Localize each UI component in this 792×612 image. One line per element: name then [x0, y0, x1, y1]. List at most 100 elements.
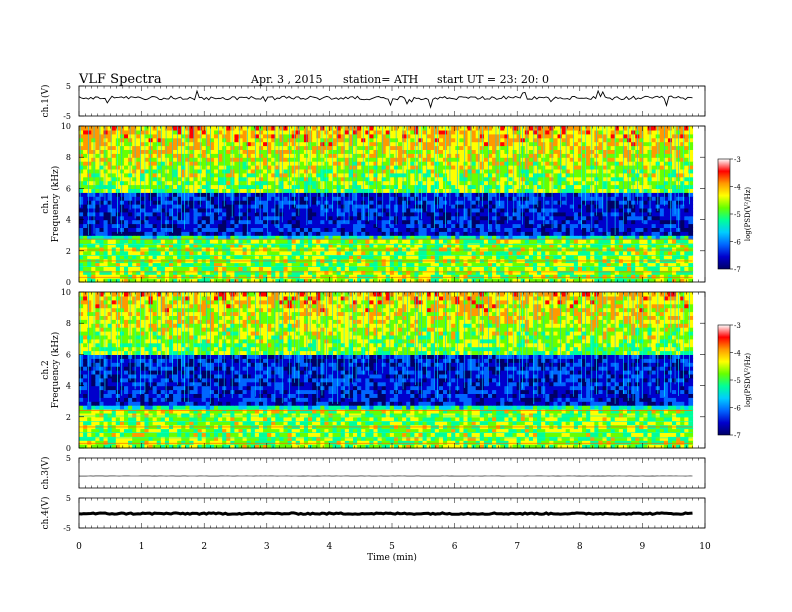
spectrogram-cell: [418, 188, 424, 193]
spectrogram-cell: [271, 188, 276, 193]
spectrogram-cell: [418, 204, 424, 209]
spectrogram-cell: [557, 188, 563, 193]
spectrogram-cell: [385, 207, 391, 213]
spectrogram-cell: [181, 278, 186, 283]
spectrogram-cell: [471, 266, 477, 271]
spectrogram-cell: [213, 172, 219, 178]
spectrogram-cell: [344, 176, 350, 182]
spectrogram-cell: [606, 231, 612, 236]
spectrogram-cell: [422, 266, 428, 271]
spectrogram-cell: [185, 219, 191, 225]
spectrogram-cell: [639, 239, 644, 244]
spectrogram-cell: [504, 254, 510, 260]
spectrogram-cell: [381, 262, 387, 267]
spectrogram-cell: [414, 231, 420, 236]
spectrogram-cell: [586, 239, 591, 244]
spectrogram-cell: [340, 239, 346, 244]
spectrogram-cell: [103, 270, 109, 275]
spectrogram-cell: [205, 215, 211, 221]
spectrogram-cell: [205, 204, 211, 209]
spectrogram-cell: [91, 227, 96, 232]
spectrogram-cell: [83, 188, 88, 193]
spectrogram-cell: [369, 219, 375, 225]
spectrogram-cell: [467, 168, 473, 174]
spectrogram-cell: [434, 204, 440, 209]
spectrogram-cell: [430, 231, 436, 236]
spectrogram-cell: [504, 207, 510, 213]
spectrogram-cell: [144, 215, 150, 221]
spectrogram-cell: [381, 254, 387, 260]
spectrogram-cell: [177, 188, 182, 193]
spectrogram-cell: [414, 176, 420, 182]
spectrogram-cell: [308, 235, 313, 240]
spectrogram-cell: [532, 165, 538, 170]
spectrogram-cell: [119, 188, 125, 193]
spectrogram-cell: [602, 243, 608, 248]
spectrogram-cell: [189, 223, 195, 228]
spectrogram-cell: [528, 188, 534, 193]
spectrogram-cell: [173, 192, 178, 197]
spectrogram-cell: [230, 157, 236, 162]
spectrogram-cell: [148, 184, 154, 189]
spectrogram-cell: [144, 270, 150, 275]
spectrogram-cell: [193, 235, 199, 240]
spectrogram-cell: [573, 211, 579, 217]
spectrogram-cell: [357, 165, 362, 170]
spectrogram-cell: [586, 176, 591, 182]
spectrogram-cell: [369, 211, 375, 217]
spectrogram-cell: [312, 161, 317, 166]
spectrogram-cell: [320, 243, 325, 248]
spectrogram-cell: [385, 168, 391, 174]
spectrogram-cell: [160, 254, 166, 260]
spectrogram-cell: [87, 168, 92, 174]
spectrogram-cell: [189, 161, 195, 166]
spectrogram-cell: [267, 219, 272, 225]
spectrogram-cell: [398, 165, 403, 170]
spectrogram-cell: [565, 254, 571, 260]
spectrogram-cell: [115, 219, 121, 225]
spectrogram-cell: [369, 165, 375, 170]
spectrogram-cell: [573, 278, 579, 283]
spectrogram-cell: [291, 250, 297, 256]
spectrogram-cell: [136, 161, 141, 166]
spectrogram-cell: [443, 274, 448, 279]
spectrogram-cell: [312, 239, 317, 244]
spectrogram-cell: [254, 246, 260, 252]
spectrogram-cell: [348, 243, 354, 248]
spectrogram-cell: [99, 262, 105, 267]
spectrogram-cell: [410, 227, 415, 232]
spectrogram-cell: [430, 157, 436, 162]
spectrogram-cell: [152, 227, 158, 232]
spectrogram-cell: [635, 278, 640, 283]
spectrogram-cell: [197, 215, 203, 221]
spectrogram-cell: [606, 243, 612, 248]
spectrogram-cell: [385, 192, 391, 197]
spectrogram-cell: [381, 227, 387, 232]
spectrogram-cell: [275, 262, 280, 267]
spectrogram-cell: [528, 270, 534, 275]
spectrogram-cell: [389, 235, 395, 240]
spectrogram-cell: [230, 207, 236, 213]
spectrogram-cell: [164, 278, 170, 283]
spectrogram-cell: [287, 262, 293, 267]
spectrogram-cell: [557, 266, 563, 271]
spectrogram-cell: [115, 207, 121, 213]
spectrogram-cell: [123, 211, 129, 217]
spectrogram-cell: [254, 235, 260, 240]
spectrogram-cell: [537, 215, 542, 221]
spectrogram-cell: [234, 161, 240, 166]
spectrogram-cell: [246, 278, 252, 283]
spectrogram-cell: [213, 196, 219, 201]
spectrogram-cell: [418, 254, 424, 260]
spectrogram-cell: [275, 204, 280, 209]
spectrogram-cell: [569, 274, 575, 279]
spectrogram-cell: [516, 231, 522, 236]
spectrogram-cell: [107, 227, 113, 232]
spectrogram-cell: [389, 165, 395, 170]
spectrogram-cell: [87, 250, 92, 256]
spectrogram-cell: [107, 266, 113, 271]
spectrogram-cell: [684, 235, 689, 240]
spectrogram-cell: [91, 274, 96, 279]
spectrogram-cell: [144, 239, 150, 244]
spectrogram-cell: [537, 176, 542, 182]
